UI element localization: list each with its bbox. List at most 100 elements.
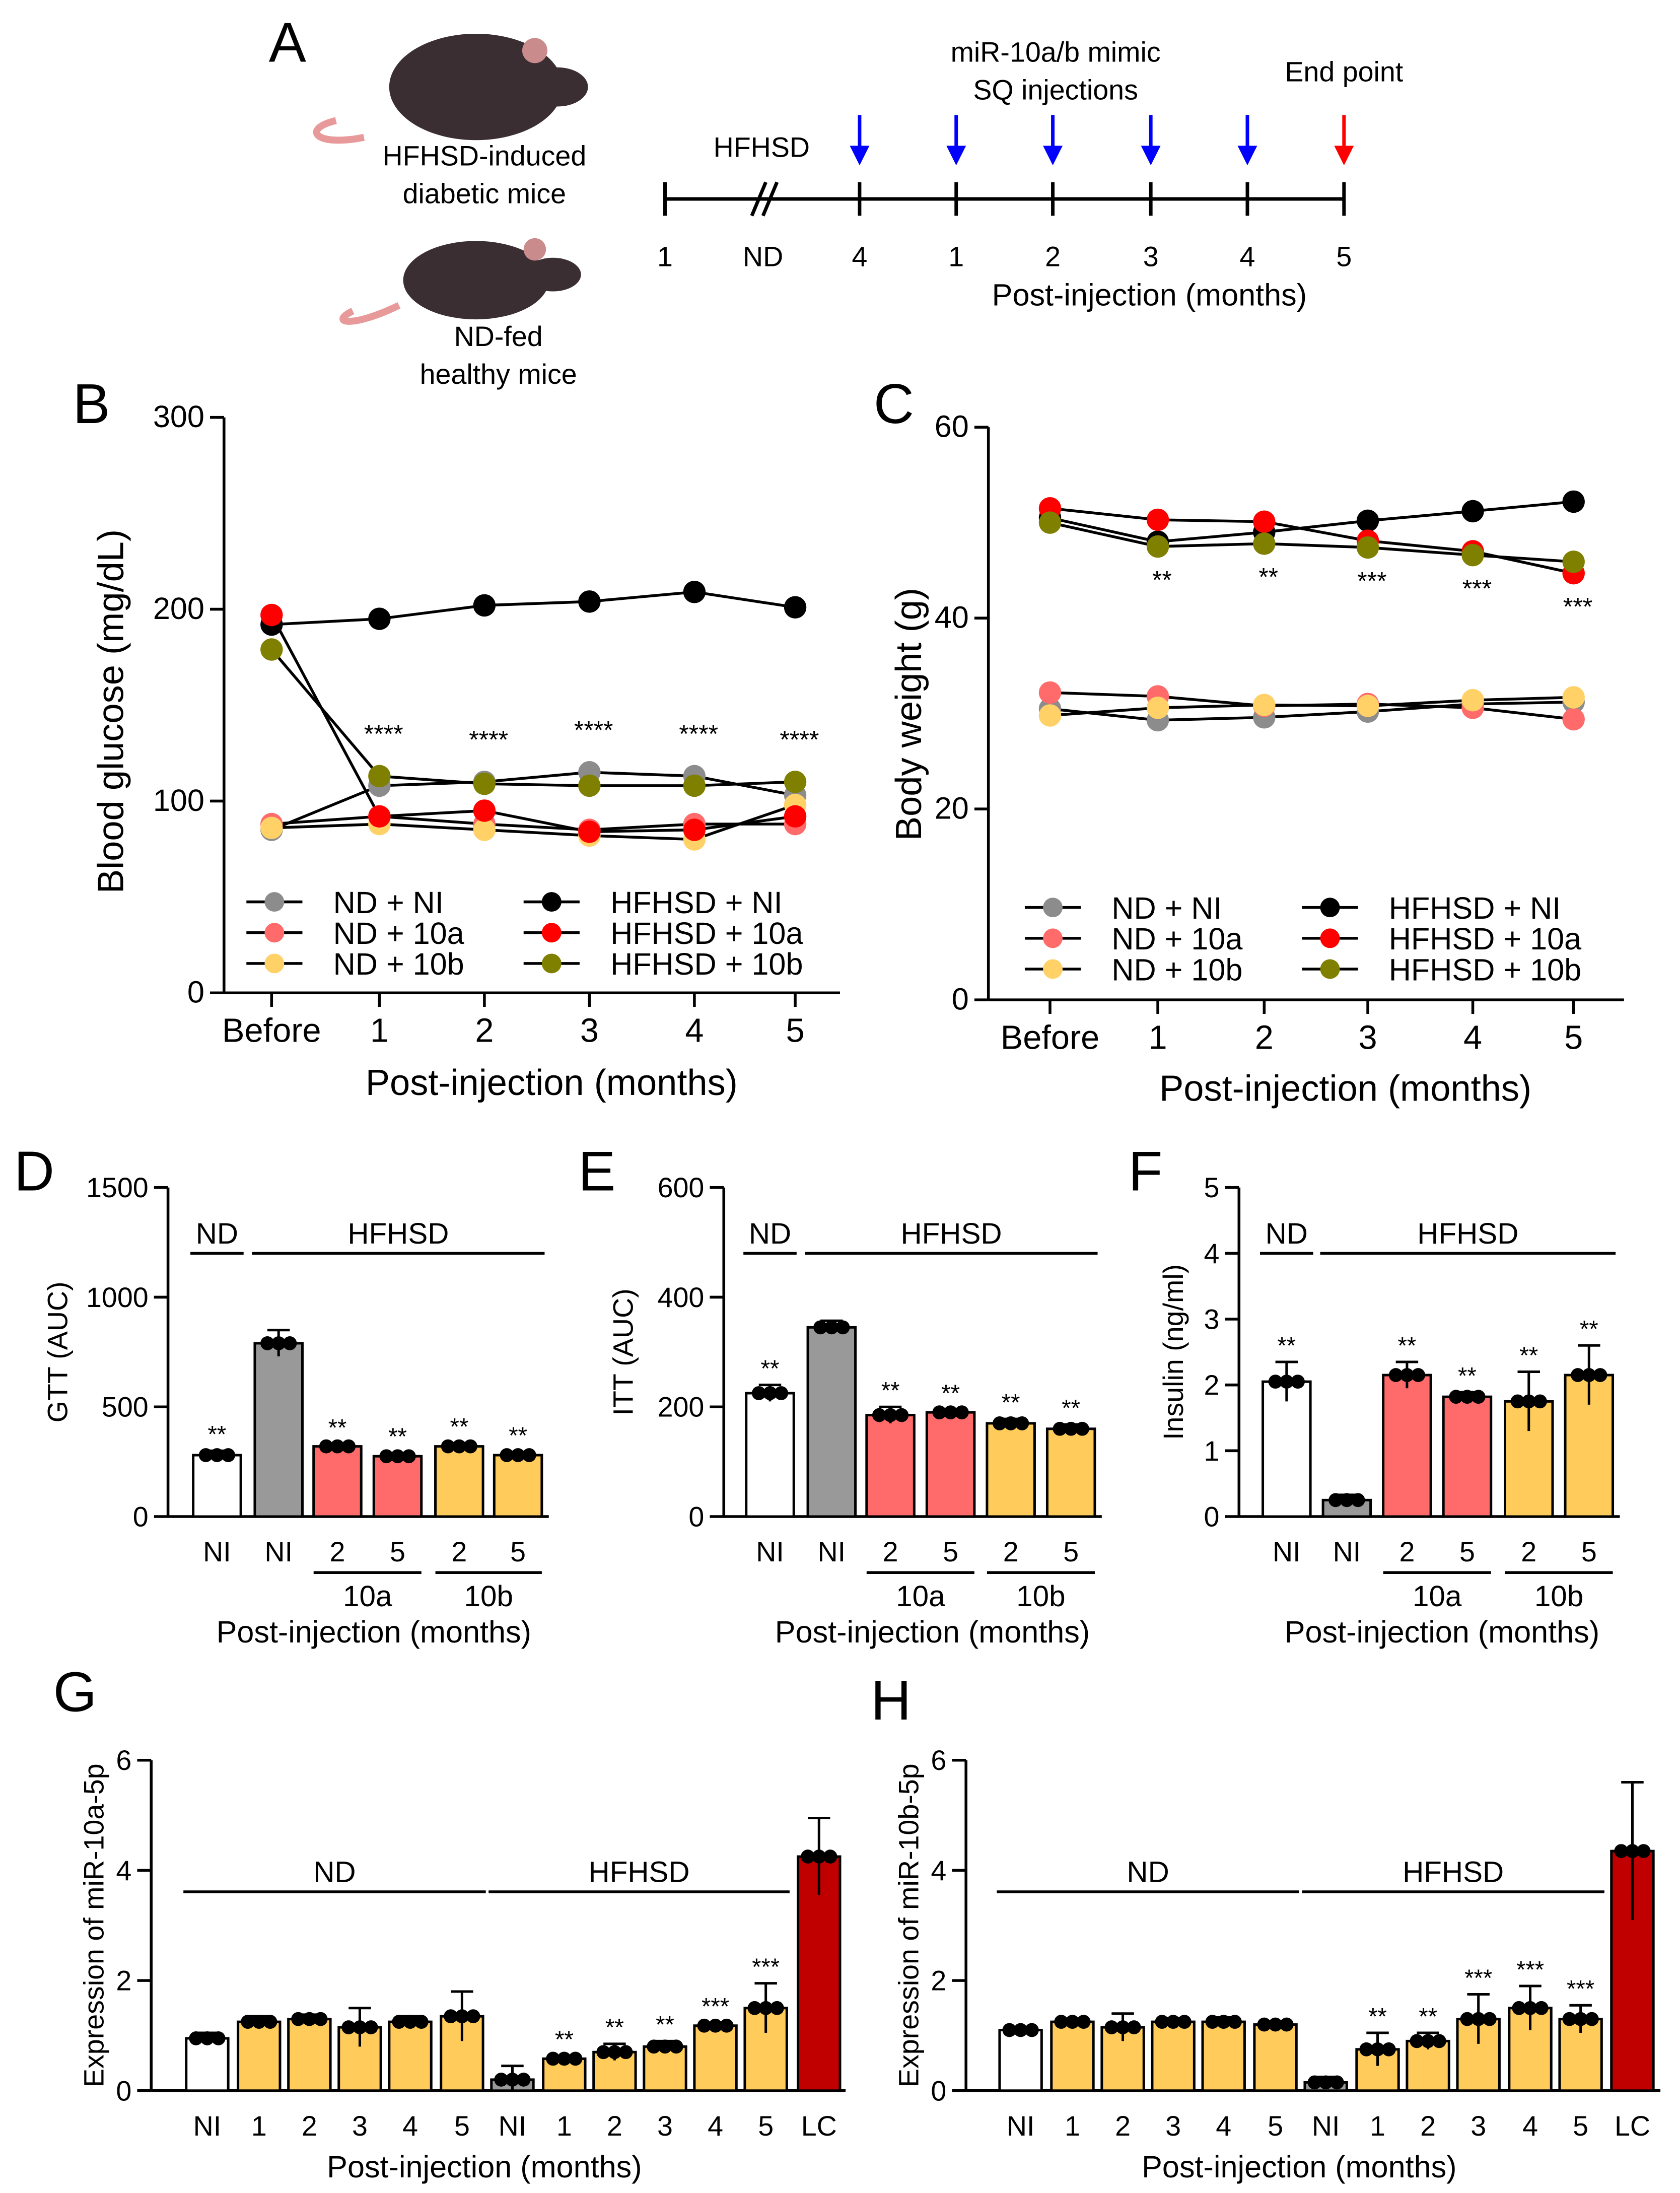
- timeline-tick-label: 1: [657, 241, 673, 272]
- subgroup-label: 10a: [1413, 1580, 1462, 1613]
- replicate-point: [546, 2051, 560, 2066]
- replicate-point: [954, 1405, 969, 1420]
- replicate-point: [364, 2020, 378, 2034]
- group-label: ND: [196, 1217, 238, 1250]
- timeline-tick-label: 4: [852, 241, 867, 272]
- replicate-point: [1318, 2075, 1333, 2090]
- timeline: 1 ND 4 1 2 3 4 5: [657, 115, 1354, 272]
- significance-stars: **: [605, 2014, 624, 2041]
- x-axis-label: Post-injection (months): [1142, 2150, 1456, 2184]
- data-point: [784, 771, 807, 793]
- data-point: [578, 820, 601, 843]
- group-label: ND: [313, 1856, 356, 1889]
- replicate-point: [1584, 2012, 1599, 2026]
- replicate-point: [1205, 2015, 1220, 2029]
- x-tick-label: 5: [454, 2110, 470, 2142]
- x-tick-label: 5: [786, 1012, 804, 1050]
- x-tick-label: 3: [352, 2110, 368, 2142]
- chart-panel-e: 0 200 400 600 ITT (AUC) ** NI NI ** 2 ** 5 ** 2 ** 5 ND H…: [608, 1172, 1102, 1649]
- replicate-point: [758, 2001, 773, 2015]
- x-tick-label: 3: [1359, 1019, 1377, 1056]
- panel-label-h: H: [871, 1669, 911, 1732]
- x-tick-label: LC: [801, 2110, 837, 2142]
- significance-stars: **: [1458, 1362, 1477, 1389]
- replicate-point: [1351, 1493, 1365, 1507]
- significance-stars: **: [1277, 1332, 1296, 1359]
- group-label: ND: [1127, 1856, 1169, 1889]
- replicate-point: [463, 1439, 477, 1454]
- replicate-point: [414, 2015, 429, 2029]
- significance-stars: **: [1580, 1316, 1598, 1343]
- y-tick-label: 40: [935, 600, 969, 635]
- replicate-point: [1279, 1375, 1294, 1389]
- replicate-point: [1400, 1368, 1414, 1382]
- x-tick-label: 2: [1255, 1019, 1274, 1056]
- data-point: [473, 594, 496, 617]
- x-tick-label: 3: [1471, 2110, 1486, 2142]
- x-tick-label: 4: [685, 1012, 704, 1050]
- bar: [1253, 2023, 1298, 2092]
- replicate-point: [511, 1448, 525, 1462]
- replicate-point: [319, 1439, 333, 1454]
- significance-stars: **: [656, 2012, 674, 2038]
- data-point: [368, 765, 391, 788]
- x-tick-label: 3: [657, 2110, 673, 2142]
- replicate-point: [1471, 1390, 1486, 1404]
- group-label: HFHSD: [347, 1217, 449, 1250]
- x-tick-label: 2: [302, 2110, 317, 2142]
- end-point-label: End point: [1285, 56, 1403, 88]
- data-point: [1562, 686, 1585, 709]
- replicate-point: [330, 1439, 344, 1454]
- replicate-point: [1228, 2015, 1242, 2029]
- subgroup-label: 10b: [464, 1580, 513, 1613]
- group-label: HFHSD: [589, 1856, 690, 1889]
- replicate-point: [596, 2045, 611, 2060]
- y-tick-label: 0: [1204, 1501, 1219, 1532]
- data-point: [1461, 689, 1484, 712]
- data-point: [1038, 681, 1062, 704]
- replicate-point: [390, 1449, 405, 1464]
- significance-stars: **: [388, 1423, 407, 1450]
- significance-stars: ****: [574, 716, 613, 744]
- legend-label: ND + NI: [1111, 891, 1222, 925]
- x-tick-label: Before: [1001, 1019, 1100, 1056]
- replicate-point: [774, 1386, 789, 1400]
- legend-label: HFHSD + 10a: [1389, 922, 1582, 956]
- data-point: [683, 818, 706, 841]
- replicate-point: [1381, 2042, 1396, 2057]
- y-axis-label: ITT (AUC): [608, 1288, 639, 1415]
- schematic-panel: HFHSD-induced diabetic mice ND-fed healt…: [313, 33, 1404, 390]
- x-tick-label: 5: [758, 2110, 774, 2142]
- replicate-point: [210, 1448, 224, 1462]
- bar: [1151, 2020, 1196, 2092]
- panel-label-b: B: [73, 372, 110, 435]
- x-tick-label: 2: [1420, 2110, 1436, 2142]
- x-tick-label: 3: [580, 1012, 599, 1050]
- series-line: [271, 771, 796, 832]
- replicate-point: [516, 2073, 531, 2087]
- y-tick-label: 1: [1204, 1435, 1219, 1467]
- legend-label: ND + 10a: [333, 916, 465, 950]
- replicate-point: [993, 1416, 1007, 1430]
- replicate-point: [291, 2012, 306, 2026]
- bar: [998, 2029, 1043, 2092]
- replicate-point: [1279, 2017, 1294, 2032]
- x-axis-label: Post-injection (months): [366, 1063, 738, 1103]
- legend-marker: [1043, 928, 1063, 948]
- data-point: [1562, 708, 1585, 731]
- data-point: [1253, 510, 1276, 533]
- replicate-point: [392, 2015, 406, 2029]
- significance-stars: **: [208, 1421, 227, 1448]
- y-tick-label: 400: [658, 1282, 705, 1313]
- chart-panel-b: 0 100 200 300 Blood glucose (mg/dL) Before 1 2 3…: [91, 399, 840, 1103]
- x-tick-label: 2: [451, 1536, 467, 1567]
- x-tick-label: 4: [1216, 2110, 1231, 2142]
- series-line: [1049, 701, 1574, 722]
- x-tick-label: NI: [1312, 2110, 1340, 2142]
- data-point: [1562, 490, 1585, 513]
- y-tick-label: 2: [931, 1965, 946, 1997]
- x-tick-label: NI: [1007, 2110, 1035, 2142]
- replicate-point: [801, 1849, 815, 1864]
- end-point-arrowhead-icon: [1334, 146, 1354, 166]
- replicate-point: [401, 1449, 416, 1464]
